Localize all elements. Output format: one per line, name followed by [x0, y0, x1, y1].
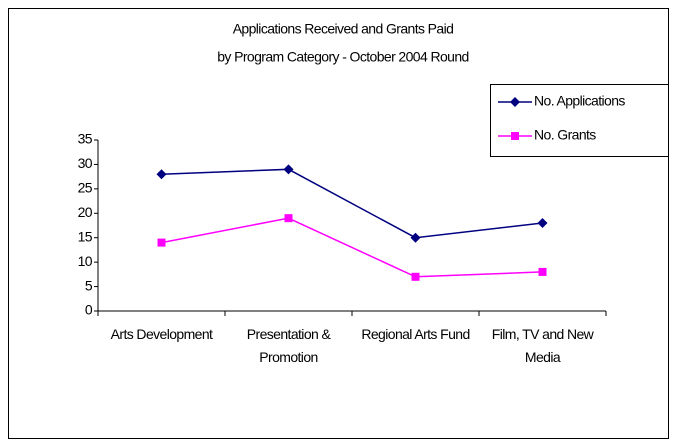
y-tick-label: 30 — [78, 155, 93, 171]
data-point — [156, 169, 167, 180]
chart-subtitle: by Program Category - October 2004 Round — [217, 49, 468, 65]
data-point — [157, 238, 166, 247]
y-tick-label: 5 — [85, 277, 93, 293]
chart-border — [8, 8, 669, 439]
y-tick-label: 35 — [78, 131, 93, 147]
data-point — [537, 218, 548, 229]
data-point — [283, 164, 294, 175]
y-tick-label: 25 — [78, 180, 93, 196]
legend-label: No. Applications — [534, 93, 625, 109]
data-point — [410, 232, 421, 243]
y-tick-label: 15 — [78, 228, 93, 244]
y-tick-label: 0 — [85, 302, 93, 318]
legend-box — [490, 84, 669, 157]
legend-label: No. Grants — [534, 127, 596, 143]
chart-title: Applications Received and Grants Paid — [233, 21, 454, 37]
legend-marker — [511, 132, 519, 140]
data-point — [411, 272, 420, 281]
legend-marker — [510, 97, 520, 107]
x-tick-label: Regional Arts Fund — [361, 326, 470, 342]
series-line — [161, 217, 543, 278]
series-line — [161, 168, 543, 239]
y-tick-label: 10 — [78, 253, 93, 269]
x-tick-label: Film, TV and New Media — [491, 326, 594, 365]
x-tick-label: Arts Development — [110, 326, 213, 342]
data-point — [538, 267, 547, 276]
x-tick-label: Presentation & Promotion — [246, 326, 331, 365]
data-point — [284, 214, 293, 223]
y-tick-label: 20 — [78, 204, 93, 220]
